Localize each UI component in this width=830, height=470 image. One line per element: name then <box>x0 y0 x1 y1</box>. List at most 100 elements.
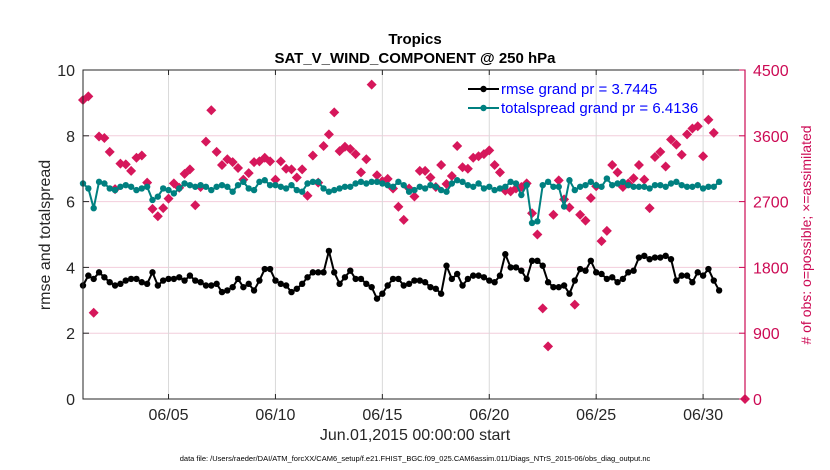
rmse-point <box>176 274 183 281</box>
y-tick-label: 4 <box>66 260 75 277</box>
rmse-point <box>678 272 685 279</box>
obs-marker <box>494 167 505 178</box>
obs-marker <box>83 91 94 102</box>
totalspread-point <box>437 186 445 194</box>
obs-marker <box>297 164 308 175</box>
rmse-point <box>165 275 172 283</box>
totalspread-point <box>224 183 231 190</box>
rmse-point <box>437 290 445 297</box>
obs-marker <box>698 151 709 162</box>
y2-tick-label: 900 <box>753 326 780 343</box>
obs-marker <box>569 299 580 310</box>
rmse-point <box>507 264 514 271</box>
rmse-point <box>341 274 349 281</box>
grid-lines <box>83 70 745 399</box>
rmse-point <box>117 280 124 288</box>
rmse-point <box>138 279 146 286</box>
rmse-point <box>459 282 466 289</box>
y-tick-label: 10 <box>57 63 75 80</box>
totalspread-point <box>405 188 413 195</box>
obs-marker <box>372 170 383 181</box>
totalspread-point <box>298 188 306 195</box>
rmse-point <box>630 267 637 274</box>
totalspread-point <box>122 181 129 189</box>
rmse-point <box>224 287 231 294</box>
obs-marker <box>682 129 693 140</box>
rmse-point <box>282 282 290 289</box>
totalspread-point <box>106 185 113 192</box>
x-tick-label: 06/20 <box>469 407 509 424</box>
rmse-point <box>245 280 252 288</box>
totalspread-point <box>630 183 637 190</box>
obs-marker <box>200 136 211 147</box>
legend-spread-marker <box>480 104 487 112</box>
totalspread-point <box>154 193 162 200</box>
obs-marker <box>398 214 409 225</box>
totalspread-point <box>448 180 456 187</box>
rmse-point <box>502 251 509 258</box>
obs-marker <box>649 152 660 163</box>
totalspread-point <box>619 178 627 186</box>
rmse-point <box>646 255 653 263</box>
rmse-point <box>635 254 643 261</box>
y-tick-label: 6 <box>66 195 75 212</box>
rmse-point <box>550 283 557 291</box>
totalspread-point <box>411 186 418 194</box>
y2-axis-label: # of obs: o=possible; ×=assimilated <box>798 125 814 344</box>
obs-marker <box>350 149 361 160</box>
totalspread-point <box>614 180 621 187</box>
rmse-point <box>587 257 595 265</box>
totalspread-point <box>165 186 172 194</box>
totalspread-point <box>240 178 247 186</box>
rmse-point <box>208 282 215 289</box>
totalspread-point <box>480 185 488 192</box>
rmse-point <box>352 275 359 283</box>
rmse-point <box>689 279 696 286</box>
rmse-point <box>486 277 493 284</box>
x-tick-label: 06/25 <box>576 407 616 424</box>
rmse-point <box>154 282 162 289</box>
totalspread-point <box>571 186 578 194</box>
rmse-point <box>379 290 386 297</box>
rmse-point <box>192 277 199 284</box>
obs-marker <box>104 146 115 157</box>
rmse-point <box>592 269 600 276</box>
rmse-point <box>384 282 391 289</box>
rmse-point <box>715 287 723 294</box>
obs-marker <box>323 129 334 140</box>
x-tick-label: 06/30 <box>683 407 723 424</box>
obs-marker <box>553 175 564 186</box>
y2-tick-label: 0 <box>753 392 762 409</box>
rmse-point <box>240 283 247 291</box>
y2-tick-label: 1800 <box>753 260 789 277</box>
totalspread-point <box>523 181 530 189</box>
totalspread-point <box>566 177 573 184</box>
rmse-point <box>609 274 616 281</box>
rmse-point <box>373 295 381 302</box>
rmse-point <box>571 277 578 284</box>
obs-marker <box>206 105 217 116</box>
x-axis-ticks: 06/05 06/10 06/15 06/20 06/25 06/30 <box>149 70 723 424</box>
totalspread-point <box>315 178 322 186</box>
totalspread-point <box>582 181 589 189</box>
rmse-point <box>288 288 295 296</box>
rmse-point <box>234 275 242 283</box>
totalspread-point <box>592 181 600 189</box>
totalspread-point <box>336 185 343 192</box>
rmse-point <box>416 277 423 284</box>
rmse-point <box>266 265 274 273</box>
totalspread-point <box>635 183 643 190</box>
obs-marker <box>120 159 131 170</box>
rmse-point <box>170 275 178 283</box>
rmse-point <box>186 272 194 279</box>
totalspread-point <box>373 178 381 186</box>
rmse-point <box>705 265 712 273</box>
chart-subtitle: SAT_V_WIND_COMPONENT @ 250 hPa <box>274 50 556 67</box>
rmse-point <box>560 282 568 289</box>
rmse-point <box>218 288 226 296</box>
rmse-point <box>710 277 717 284</box>
totalspread-point <box>143 183 151 190</box>
totalspread-point <box>518 191 525 199</box>
obs-marker <box>355 167 366 178</box>
rmse-point <box>336 280 343 288</box>
